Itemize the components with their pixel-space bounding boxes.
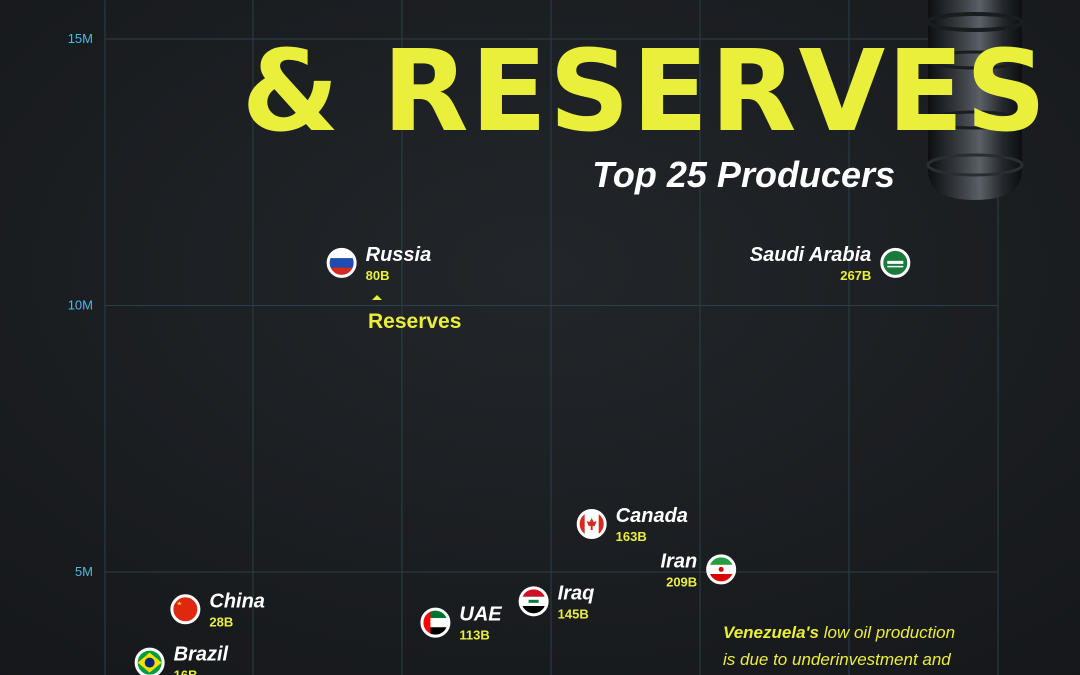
point-china: China 28B xyxy=(170,590,265,629)
data-points: Russia 80B Saudi Arabia 267B Canada 163B Iran 2… xyxy=(134,244,911,675)
oil-barrel-illustration xyxy=(926,0,1024,200)
y-axis-ticks: 15M 10M 5M xyxy=(68,31,93,579)
y-tick-label: 15M xyxy=(68,31,93,46)
brazil-flag-icon xyxy=(134,647,165,675)
canada-reserves-label: 163B xyxy=(616,529,647,544)
canada-name-label: Canada xyxy=(616,505,688,527)
y-tick-label: 10M xyxy=(68,298,93,313)
iran-name-label: Iran xyxy=(660,550,697,572)
canada-flag-icon xyxy=(576,509,607,540)
venezuela-note-line-2: is due to underinvestment and xyxy=(723,650,951,669)
venezuela-note-rest: low oil production xyxy=(819,623,955,642)
page-title: & RESERVES xyxy=(242,27,1049,157)
iraq-name-label: Iraq xyxy=(558,582,595,604)
grid-lines xyxy=(104,0,999,675)
uae-reserves-label: 113B xyxy=(459,628,489,643)
saudi-arabia-reserves-label: 267B xyxy=(840,268,871,283)
y-tick-label: 5M xyxy=(75,564,93,579)
russia-flag-icon xyxy=(326,247,357,278)
point-canada: Canada 163B xyxy=(576,505,688,544)
reserves-key-annotation: Reserves xyxy=(368,295,461,333)
uae-name-label: UAE xyxy=(459,604,502,626)
china-name-label: China xyxy=(209,590,265,612)
reserves-key-label: Reserves xyxy=(368,310,461,333)
brazil-name-label: Brazil xyxy=(174,644,229,666)
page-subtitle: Top 25 Producers xyxy=(592,154,895,195)
saudi-arabia-name-label: Saudi Arabia xyxy=(750,244,872,266)
point-uae: UAE 113B xyxy=(420,604,502,643)
russia-reserves-label: 80B xyxy=(366,268,390,283)
iraq-flag-icon xyxy=(518,586,549,617)
china-reserves-label: 28B xyxy=(209,614,233,629)
venezuela-note-line-1: Venezuela's low oil production xyxy=(723,623,955,642)
venezuela-note-bold: Venezuela's xyxy=(723,623,819,642)
uae-flag-icon xyxy=(420,607,451,638)
china-flag-icon xyxy=(170,594,201,625)
saudi-arabia-flag-icon xyxy=(880,247,911,278)
iran-flag-icon xyxy=(706,554,737,585)
point-brazil: Brazil 16B xyxy=(134,644,229,675)
brazil-reserves-label: 16B xyxy=(174,668,198,675)
iran-reserves-label: 209B xyxy=(666,574,697,589)
venezuela-note: Venezuela's low oil production is due to… xyxy=(723,623,955,669)
iraq-reserves-label: 145B xyxy=(558,606,589,621)
russia-name-label: Russia xyxy=(366,244,432,266)
point-iran: Iran 209B xyxy=(660,550,737,589)
point-saudi-arabia: Saudi Arabia 267B xyxy=(750,244,911,283)
reserves-key-arrow-icon xyxy=(372,295,382,300)
point-russia: Russia 80B xyxy=(326,244,432,283)
point-iraq: Iraq 145B xyxy=(518,582,595,621)
